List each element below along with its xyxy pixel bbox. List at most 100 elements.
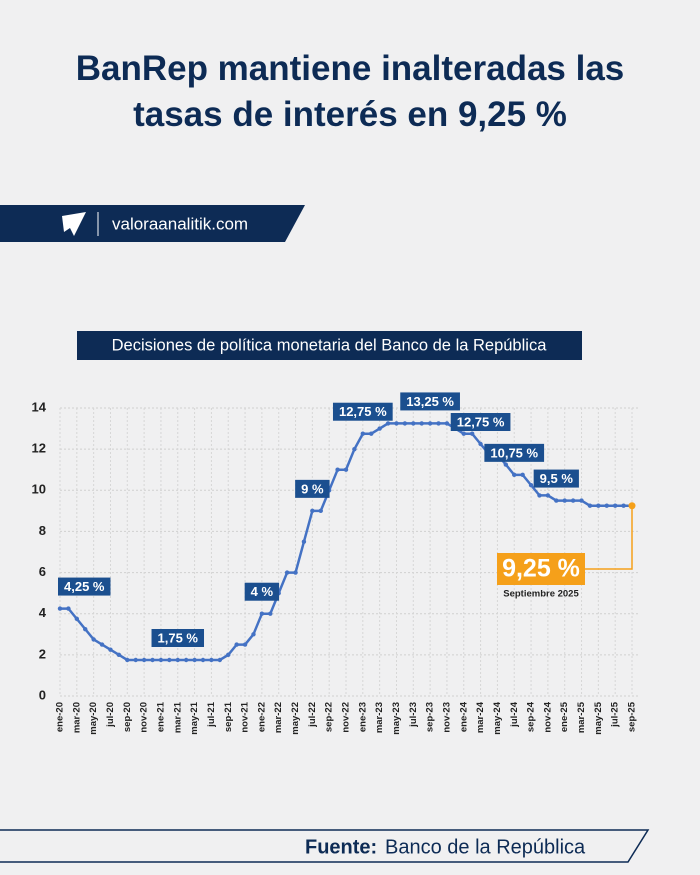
value-label-box: [450, 413, 511, 431]
point: [200, 657, 206, 663]
point: [436, 421, 441, 426]
point: [141, 657, 147, 663]
x-tick-label: jul-24: [509, 701, 520, 728]
point: [360, 431, 366, 436]
point: [444, 421, 450, 426]
value-label-box: [484, 443, 545, 462]
x-tick-label: nov-21: [240, 701, 251, 732]
point: [242, 642, 248, 647]
point: [604, 503, 609, 508]
chart-title-box: [77, 331, 582, 360]
point: [268, 611, 273, 616]
point: [503, 462, 509, 467]
x-tick-label: may-25: [593, 701, 604, 734]
x-tick-label: mar-21: [172, 701, 183, 733]
x-tick-label: mar-24: [475, 701, 486, 733]
point: [411, 421, 416, 426]
point: [91, 637, 96, 642]
point: [570, 498, 576, 503]
y-tick-label: 0: [39, 687, 46, 702]
value-label-box: [244, 582, 280, 601]
x-tick-label: nov-24: [542, 701, 553, 732]
point: [226, 652, 231, 658]
x-tick-label: jul-20: [105, 702, 116, 728]
x-tick-label: jul-21: [206, 701, 217, 728]
x-tick-label: sep-20: [122, 702, 133, 732]
x-tick-label: mar-25: [576, 701, 587, 733]
point: [158, 657, 164, 663]
highlight-label: 9,25 %: [502, 555, 580, 583]
value-label: 1,75 %: [158, 630, 199, 645]
value-label: 9 %: [301, 481, 324, 496]
x-tick-label: nov-20: [139, 702, 150, 733]
y-tick-label: 2: [39, 646, 46, 661]
value-label: 4 %: [251, 584, 274, 599]
point: [394, 421, 399, 426]
point: [343, 467, 349, 472]
point: [125, 657, 130, 663]
point: [150, 657, 155, 663]
x-tick-label: jul-22: [307, 702, 318, 728]
x-tick-label: jul-25: [610, 701, 621, 728]
point: [377, 426, 382, 431]
point: [512, 472, 517, 478]
value-label-box: [295, 479, 330, 498]
point: [293, 570, 298, 575]
point: [562, 498, 567, 503]
x-tick-label: sep-23: [425, 702, 436, 732]
footer-frame: [0, 829, 650, 863]
x-tick-label: may-22: [290, 702, 301, 735]
point: [335, 467, 340, 472]
x-tick-label: may-20: [88, 702, 99, 735]
y-tick-label: 14: [32, 399, 47, 414]
value-label: 12,75 %: [339, 404, 387, 419]
value-label-box: [332, 402, 393, 421]
y-tick-label: 12: [32, 441, 46, 456]
x-tick-label: mar-20: [71, 702, 82, 733]
point: [528, 482, 534, 488]
point: [554, 498, 559, 503]
point: [612, 503, 618, 508]
point: [217, 657, 223, 663]
value-label: 10,75 %: [490, 445, 538, 460]
point: [57, 606, 63, 611]
source: Banco de la República: [385, 836, 586, 858]
y-tick-label: 10: [32, 482, 46, 497]
y-tick-label: 4: [39, 605, 47, 620]
x-tick-label: sep-22: [324, 702, 335, 732]
x-tick-label: ene-22: [256, 702, 267, 732]
x-tick-label: ene-21: [155, 701, 166, 732]
highlight-box: [497, 553, 585, 585]
value-label-box: [400, 392, 460, 411]
headline: BanRep mantiene inalteradas las tasas de…: [75, 49, 625, 134]
point: [587, 503, 593, 508]
point: [352, 446, 357, 452]
value-label-box: [58, 577, 111, 596]
point: [427, 421, 433, 426]
x-tick-label: ene-24: [458, 701, 469, 732]
point: [183, 657, 189, 663]
point: [99, 642, 105, 647]
x-tick-label: jul-23: [408, 702, 419, 728]
x-tick-label: mar-23: [374, 702, 385, 733]
value-label-box: [533, 469, 579, 488]
point: [369, 431, 374, 436]
point: [83, 626, 88, 632]
chart-title: Decisiones de política monetaria del Ban…: [112, 336, 548, 354]
point: [621, 503, 626, 508]
point: [579, 498, 584, 503]
x-tick-label: sep-21: [223, 701, 234, 732]
y-tick-label: 6: [39, 564, 46, 579]
point: [596, 503, 601, 508]
point: [545, 493, 551, 498]
value-label: 13,25 %: [406, 394, 454, 409]
x-tick-label: may-24: [492, 701, 503, 734]
value-label-box: [151, 629, 205, 647]
point: [175, 657, 180, 663]
point: [108, 647, 113, 652]
x-tick-label: sep-25: [627, 701, 638, 732]
point: [419, 421, 424, 426]
point: [520, 472, 525, 478]
point: [209, 657, 214, 663]
